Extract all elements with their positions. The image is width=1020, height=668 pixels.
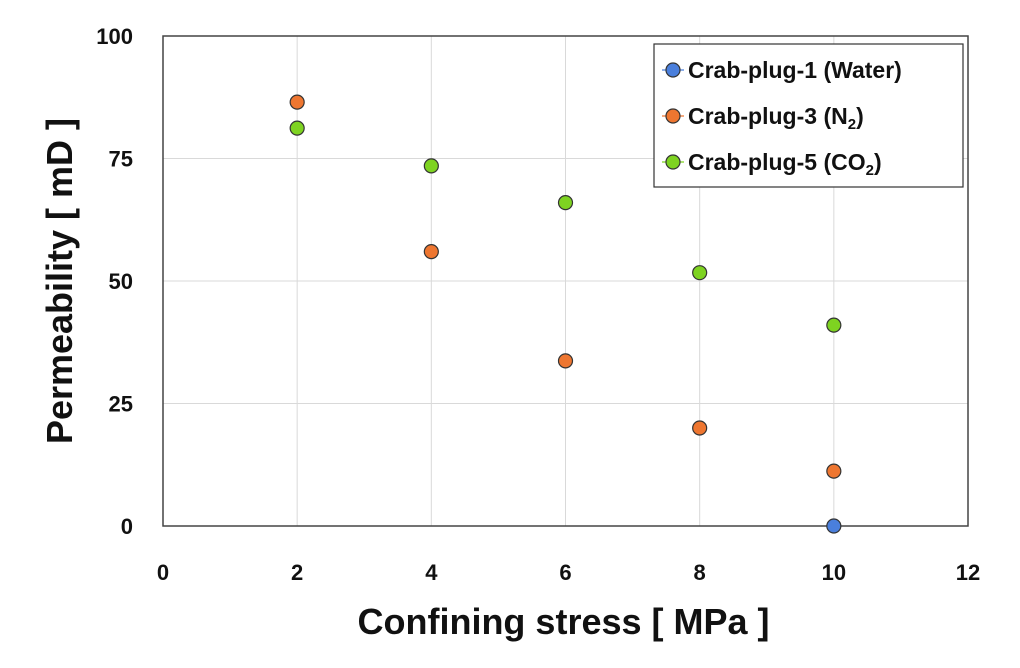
x-tick-label: 0 [157, 560, 169, 585]
legend-item: Crab-plug-1 (Water) [662, 57, 902, 83]
data-point-series-2 [692, 420, 708, 436]
legend-box [653, 43, 964, 188]
data-point-series-3 [826, 317, 842, 333]
x-tick-label: 10 [822, 560, 846, 585]
data-point-series-3 [557, 195, 574, 211]
x-tick-label: 6 [559, 560, 571, 585]
legend-label: Crab-plug-5 (CO2) [688, 149, 882, 179]
x-tick-label: 8 [694, 560, 706, 585]
data-points [289, 94, 842, 534]
legend-item: Crab-plug-3 (N2) [662, 103, 864, 133]
data-point-series-3 [692, 265, 708, 281]
y-tick-label: 0 [121, 514, 133, 539]
legend-marker [665, 108, 681, 124]
data-point-series-2 [289, 94, 305, 110]
legend-marker [665, 154, 681, 170]
axis-ticks: 0 2 4 6 8 10 12 0 25 50 75 100 [96, 24, 980, 585]
data-point-series-2 [826, 463, 842, 479]
plot-area [162, 35, 969, 527]
legend-marker [665, 62, 681, 78]
data-point-series-3 [423, 158, 439, 174]
x-tick-label: 12 [956, 560, 980, 585]
y-axis-title: Permeability [ mD ] [39, 118, 80, 444]
y-tick-label: 75 [109, 147, 133, 172]
x-tick-label: 4 [425, 560, 438, 585]
legend-item: Crab-plug-5 (CO2) [662, 149, 882, 179]
y-tick-label: 25 [109, 392, 133, 417]
data-point-series-2 [557, 353, 574, 369]
y-tick-label: 100 [96, 24, 133, 49]
x-tick-label: 2 [291, 560, 303, 585]
data-point-series-2 [423, 244, 439, 260]
data-point-series-1 [826, 518, 842, 534]
y-tick-label: 50 [109, 269, 133, 294]
x-axis-title: Confining stress [ MPa ] [357, 601, 769, 642]
data-point-series-3 [289, 120, 305, 136]
legend-label: Crab-plug-3 (N2) [688, 103, 864, 133]
legend: Crab-plug-1 (Water) Crab-plug-3 (N2) Crab-… [653, 43, 964, 188]
legend-label: Crab-plug-1 (Water) [688, 57, 902, 83]
